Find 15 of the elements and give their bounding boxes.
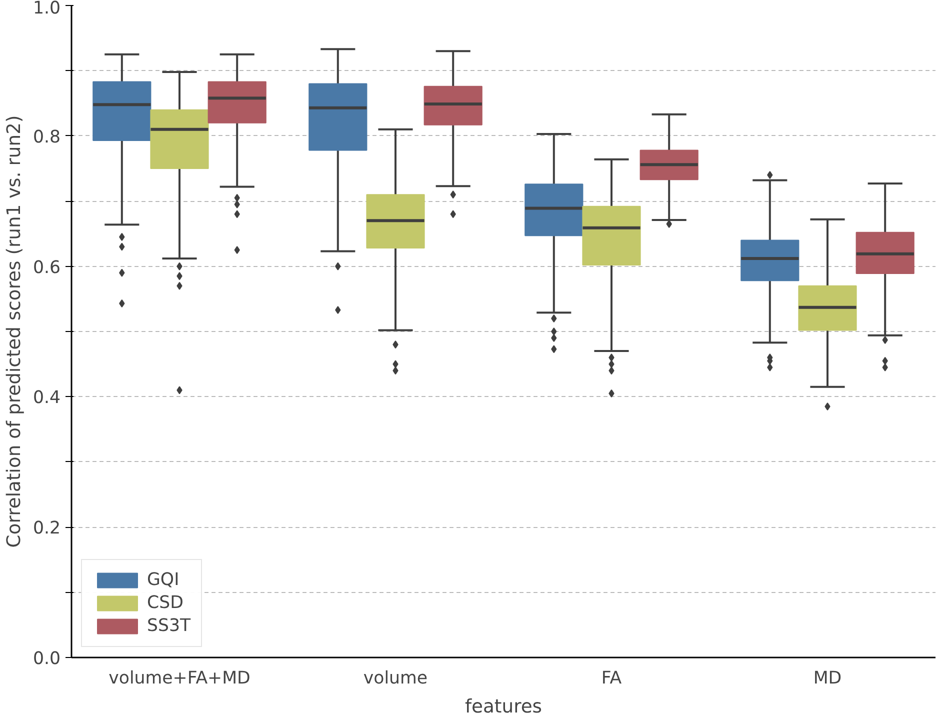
x-axis-title: features <box>464 696 542 718</box>
legend-label: CSD <box>147 593 184 613</box>
y-tick-label: 0.8 <box>32 127 61 148</box>
y-tick-label: 0.2 <box>32 518 61 539</box>
y-tick-label: 0.4 <box>32 388 61 408</box>
y-tick-label: 0.6 <box>32 258 61 278</box>
y-tick-label: 0.0 <box>32 649 61 669</box>
legend-label: GQI <box>147 570 180 590</box>
y-tick-label: 1.0 <box>32 0 61 18</box>
legend-label: SS3T <box>147 616 191 636</box>
x-tick-label: volume+FA+MD <box>108 668 250 688</box>
x-tick-label: MD <box>813 668 842 688</box>
x-tick-label: volume <box>363 668 428 688</box>
y-axis-title: Correlation of predicted scores (run1 vs. run2) <box>4 115 25 548</box>
x-tick-label: FA <box>601 668 622 688</box>
